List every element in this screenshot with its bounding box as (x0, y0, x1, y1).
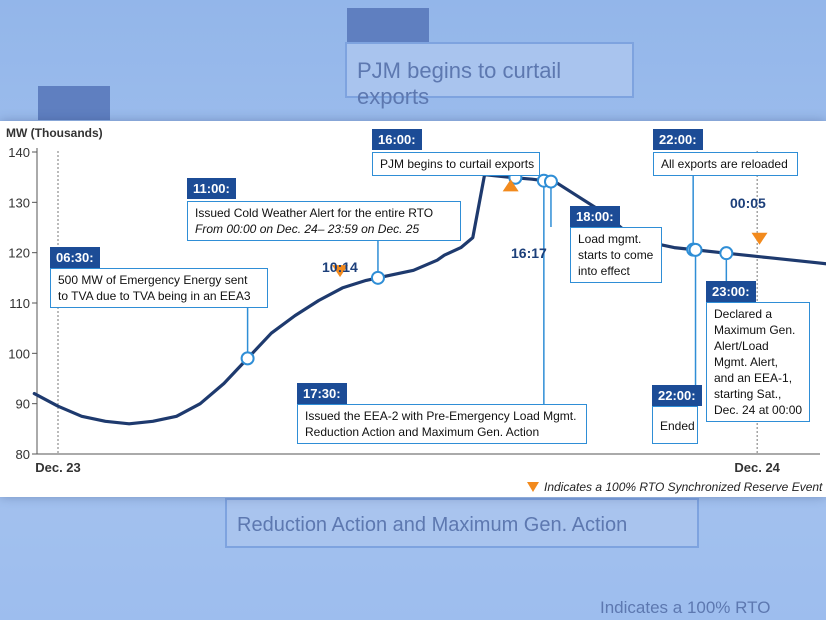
annotation-leaders (246, 172, 728, 406)
y-tick-label: 80 (16, 447, 30, 462)
annotation-time-2300: 23:00: (706, 281, 756, 302)
annotation-time-2200-ended: 22:00: (652, 385, 702, 406)
background-text-2: Reduction Action and Maximum Gen. Action (237, 514, 628, 536)
background-note: Indicates a 100% RTO (600, 598, 771, 617)
annotation-time-2200-reload: 22:00: (653, 129, 703, 150)
circle-2200-ended (688, 242, 703, 257)
annotation-time-1100: 11:00: (187, 178, 236, 199)
annotation-box-2300: Declared a Maximum Gen. Alert/Load Mgmt.… (706, 302, 810, 422)
annotation-line: All exports are reloaded (661, 157, 788, 171)
annotation-line: into effect (578, 264, 630, 278)
y-tick-label: 130 (8, 195, 30, 210)
y-tick-label: 140 (8, 145, 30, 160)
annotation-time-1800: 18:00: (570, 206, 620, 227)
background-tag-1 (347, 8, 429, 42)
annotation-line: Load mgmt. (578, 232, 642, 246)
annotation-line: PJM begins to curtail exports (380, 157, 535, 171)
annotation-box-2200-ended: Ended (652, 406, 698, 444)
annotation-line: Maximum Gen. (714, 323, 796, 337)
event-label-0005: 00:05 (730, 195, 766, 211)
circle-1800 (543, 174, 558, 189)
x-tick-label: Dec. 24 (734, 460, 780, 475)
annotation-box-1730: Issued the EEA-2 with Pre-Emergency Load… (297, 404, 587, 444)
circle-2300 (719, 246, 734, 261)
event-label-1617: 16:17 (511, 245, 547, 261)
y-tick-label: 110 (9, 296, 30, 311)
event-markers (332, 179, 768, 278)
marker-0005 (751, 232, 768, 245)
y-tick-label: 120 (8, 246, 30, 261)
annotation-points (240, 170, 734, 366)
annotation-line: Reduction Action and Maximum Gen. Action (305, 425, 540, 439)
annotation-box-1600: PJM begins to curtail exports (372, 152, 540, 176)
annotation-line: Declared a (714, 307, 773, 321)
x-tick-label: Dec. 23 (35, 460, 81, 475)
background-tag-2 (38, 86, 110, 120)
annotation-line: Issued Cold Weather Alert for the entire… (195, 206, 434, 220)
annotation-line: Issued the EEA-2 with Pre-Emergency Load… (305, 409, 577, 423)
annotation-box-2200-reload: All exports are reloaded (653, 152, 798, 176)
y-axis-title: MW (Thousands) (6, 126, 103, 140)
annotation-line: 500 MW of Emergency Energy sent (58, 273, 248, 287)
background-box-1: PJM begins to curtail exports (345, 42, 634, 109)
annotation-box-1800: Load mgmt. starts to come into effect (570, 227, 662, 283)
annotation-line: starts to come (578, 248, 654, 262)
annotation-line: starting Sat., (714, 387, 782, 401)
marker-1014 (332, 265, 349, 278)
chart-card: MW (Thousands) 140 130 120 110 100 90 80 Dec. 23… (0, 121, 826, 497)
orange-triangle-icon (527, 482, 539, 492)
annotation-line: Dec. 24 at 00:00 (714, 403, 803, 417)
circle-0630 (240, 351, 255, 366)
annotation-line: to TVA due to TVA being in an EEA3 (58, 289, 251, 303)
y-tick-label: 100 (8, 346, 30, 361)
legend: Indicates a 100% RTO Synchronized Reserv… (527, 480, 822, 494)
annotation-line: and an EEA-1, (714, 371, 793, 385)
annotation-box-0630: 500 MW of Emergency Energy sent to TVA d… (50, 268, 268, 308)
annotation-line: Alert/Load (714, 339, 769, 353)
marker-1617 (502, 179, 519, 192)
background-box-2: Reduction Action and Maximum Gen. Action (225, 498, 699, 548)
annotation-line: Mgmt. Alert, (714, 355, 779, 369)
legend-text: Indicates a 100% RTO Synchronized Reserv… (544, 480, 823, 494)
y-tick-label: 90 (16, 397, 30, 412)
annotation-time-1730: 17:30: (297, 383, 347, 404)
annotation-box-1100: Issued Cold Weather Alert for the entire… (187, 201, 461, 241)
background-text-1: PJM begins to curtail exports (357, 58, 562, 109)
annotation-line: From 00:00 on Dec. 24– 23:59 on Dec. 25 (195, 222, 420, 236)
circle-1100 (370, 270, 385, 285)
event-label-1014: 10:14 (322, 259, 358, 275)
annotation-line: Ended (660, 419, 695, 433)
annotation-time-1600: 16:00: (372, 129, 422, 150)
annotation-time-0630: 06:30: (50, 247, 100, 268)
